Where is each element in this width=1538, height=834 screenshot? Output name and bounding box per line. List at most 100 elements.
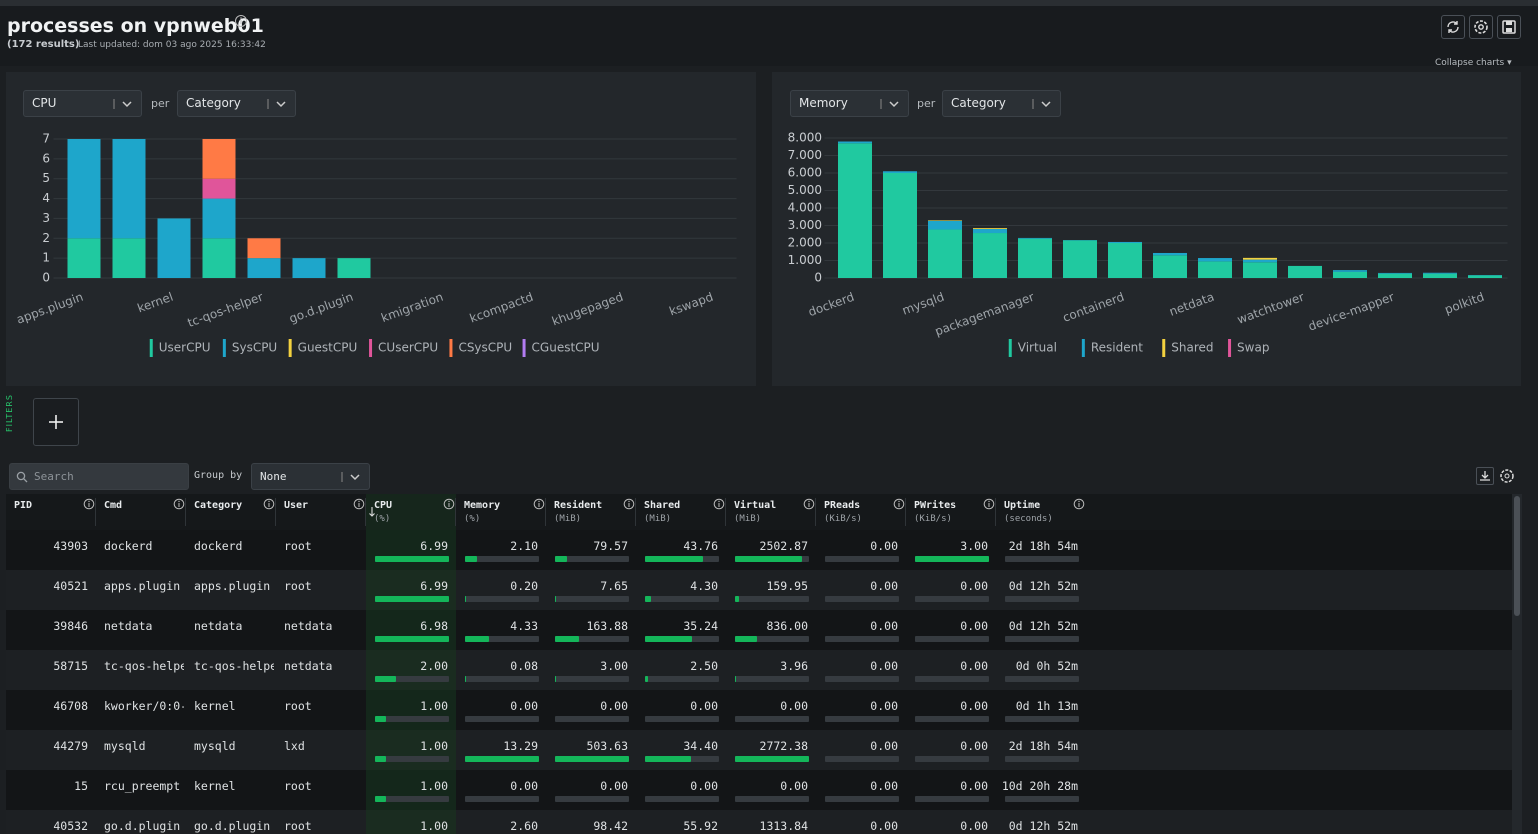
collapse-charts[interactable]: Collapse charts ▾ xyxy=(1435,58,1512,68)
table-row[interactable] xyxy=(6,770,1512,810)
column-info-icon[interactable] xyxy=(893,498,905,510)
y-tick-label: 2.000 xyxy=(788,236,822,250)
save-button[interactable] xyxy=(1497,15,1521,39)
chart-select[interactable]: Category xyxy=(942,90,1061,117)
cell-bar xyxy=(645,636,692,642)
table-cell: 0.00 xyxy=(960,779,988,793)
table-cell: 0.00 xyxy=(870,539,898,553)
table-cell: dockerd xyxy=(194,539,243,553)
table-row[interactable] xyxy=(6,810,1512,834)
search-input[interactable]: Search xyxy=(9,463,189,490)
x-tick-label: kcompactd xyxy=(468,290,535,326)
table-settings-button[interactable] xyxy=(1498,467,1516,485)
refresh-button[interactable] xyxy=(1441,15,1465,39)
chart-select[interactable]: Memory xyxy=(790,90,909,117)
x-tick-label: kswapd xyxy=(667,290,715,319)
column-header[interactable]: CPU xyxy=(374,500,393,511)
cell-bar-track xyxy=(915,756,989,762)
chevron[interactable] xyxy=(877,96,905,112)
legend-swatch xyxy=(1081,339,1085,357)
column-header[interactable]: Uptime xyxy=(1004,500,1041,511)
scrollbar[interactable] xyxy=(1512,494,1522,834)
chart-select[interactable]: Category xyxy=(177,90,296,117)
table-cell: 44279 xyxy=(53,739,88,753)
info-icon[interactable] xyxy=(234,14,248,28)
chart-select[interactable]: CPU xyxy=(23,90,142,117)
table-cell: 4.33 xyxy=(510,619,538,633)
column-header[interactable]: Category xyxy=(194,500,243,511)
column-info-icon[interactable] xyxy=(533,498,545,510)
legend-swatch xyxy=(149,339,153,357)
column-info-icon[interactable] xyxy=(983,498,995,510)
column-header[interactable]: Memory xyxy=(464,500,501,511)
table-row[interactable] xyxy=(6,530,1512,570)
table-cell: 0.00 xyxy=(600,699,628,713)
cell-bar-track xyxy=(645,556,719,562)
x-tick-label: tc-qos-helper xyxy=(186,290,265,330)
table-cell: 4.30 xyxy=(690,579,718,593)
collapse-label[interactable]: Collapse charts xyxy=(1435,58,1505,68)
cell-bar-track xyxy=(1005,716,1079,722)
cell-bar-track xyxy=(465,796,539,802)
cell-bar xyxy=(375,716,386,722)
column-info-icon[interactable] xyxy=(1073,498,1085,510)
table-cell: 0.00 xyxy=(960,619,988,633)
y-tick-label: 3.000 xyxy=(788,218,822,232)
column-info-icon[interactable] xyxy=(173,498,185,510)
scroll-thumb[interactable] xyxy=(1514,496,1520,616)
cell-bar-track xyxy=(555,716,629,722)
table-cell: 2.10 xyxy=(510,539,538,553)
group-by-select[interactable]: None xyxy=(251,463,370,490)
column-info-icon[interactable] xyxy=(263,498,275,510)
column-header[interactable]: Cmd xyxy=(104,500,123,511)
bar-segment xyxy=(1378,273,1412,278)
column-header[interactable]: Resident xyxy=(554,500,603,511)
download-button[interactable] xyxy=(1476,467,1494,485)
column-info-icon[interactable] xyxy=(623,498,635,510)
column-header[interactable]: Virtual xyxy=(734,500,777,511)
chevron[interactable] xyxy=(264,96,292,112)
column-header[interactable]: PWrites xyxy=(914,500,957,511)
cell-bar-track xyxy=(645,796,719,802)
bar-segment xyxy=(928,229,962,278)
chevron[interactable] xyxy=(1029,96,1057,112)
chart-select-value: Category xyxy=(951,96,1006,110)
column-header[interactable]: User xyxy=(284,500,309,511)
cell-bar-track xyxy=(555,796,629,802)
column-info-icon[interactable] xyxy=(353,498,365,510)
bar-segment xyxy=(1108,241,1142,243)
table-cell: 0.00 xyxy=(960,739,988,753)
bar-segment xyxy=(247,258,281,278)
column-info-icon[interactable] xyxy=(443,498,455,510)
table-cell: 0.00 xyxy=(960,579,988,593)
table-row[interactable] xyxy=(6,610,1512,650)
y-tick-label: 5.000 xyxy=(788,183,822,197)
cell-bar xyxy=(645,756,691,762)
cpu-cell-bg xyxy=(366,570,456,610)
sort-arrow[interactable] xyxy=(368,506,376,518)
settings-button[interactable] xyxy=(1469,15,1493,39)
table-row[interactable] xyxy=(6,730,1512,770)
column-info-icon[interactable] xyxy=(803,498,815,510)
add-filter-button[interactable] xyxy=(33,398,79,446)
chevron[interactable] xyxy=(110,96,138,112)
column-header[interactable]: PReads xyxy=(824,500,861,511)
column-info-icon[interactable] xyxy=(83,498,95,510)
table-row[interactable] xyxy=(6,650,1512,690)
column-info-icon[interactable] xyxy=(713,498,725,510)
filters-bar xyxy=(6,392,1522,452)
column-header[interactable]: PID xyxy=(14,500,33,511)
table-row[interactable] xyxy=(6,570,1512,610)
table-cell: 0.00 xyxy=(870,619,898,633)
table-cell: 6.99 xyxy=(420,579,448,593)
cell-bar-track xyxy=(1005,596,1079,602)
table-cell: 35.24 xyxy=(683,619,718,633)
table-row[interactable] xyxy=(6,690,1512,730)
column-divider xyxy=(185,498,186,526)
x-tick-label: containerd xyxy=(1061,290,1126,325)
cell-bar-track xyxy=(735,676,809,682)
column-unit: (KiB/s) xyxy=(824,514,862,524)
cell-bar xyxy=(555,756,629,762)
column-header[interactable]: Shared xyxy=(644,500,681,511)
legend-swatch xyxy=(522,339,526,357)
